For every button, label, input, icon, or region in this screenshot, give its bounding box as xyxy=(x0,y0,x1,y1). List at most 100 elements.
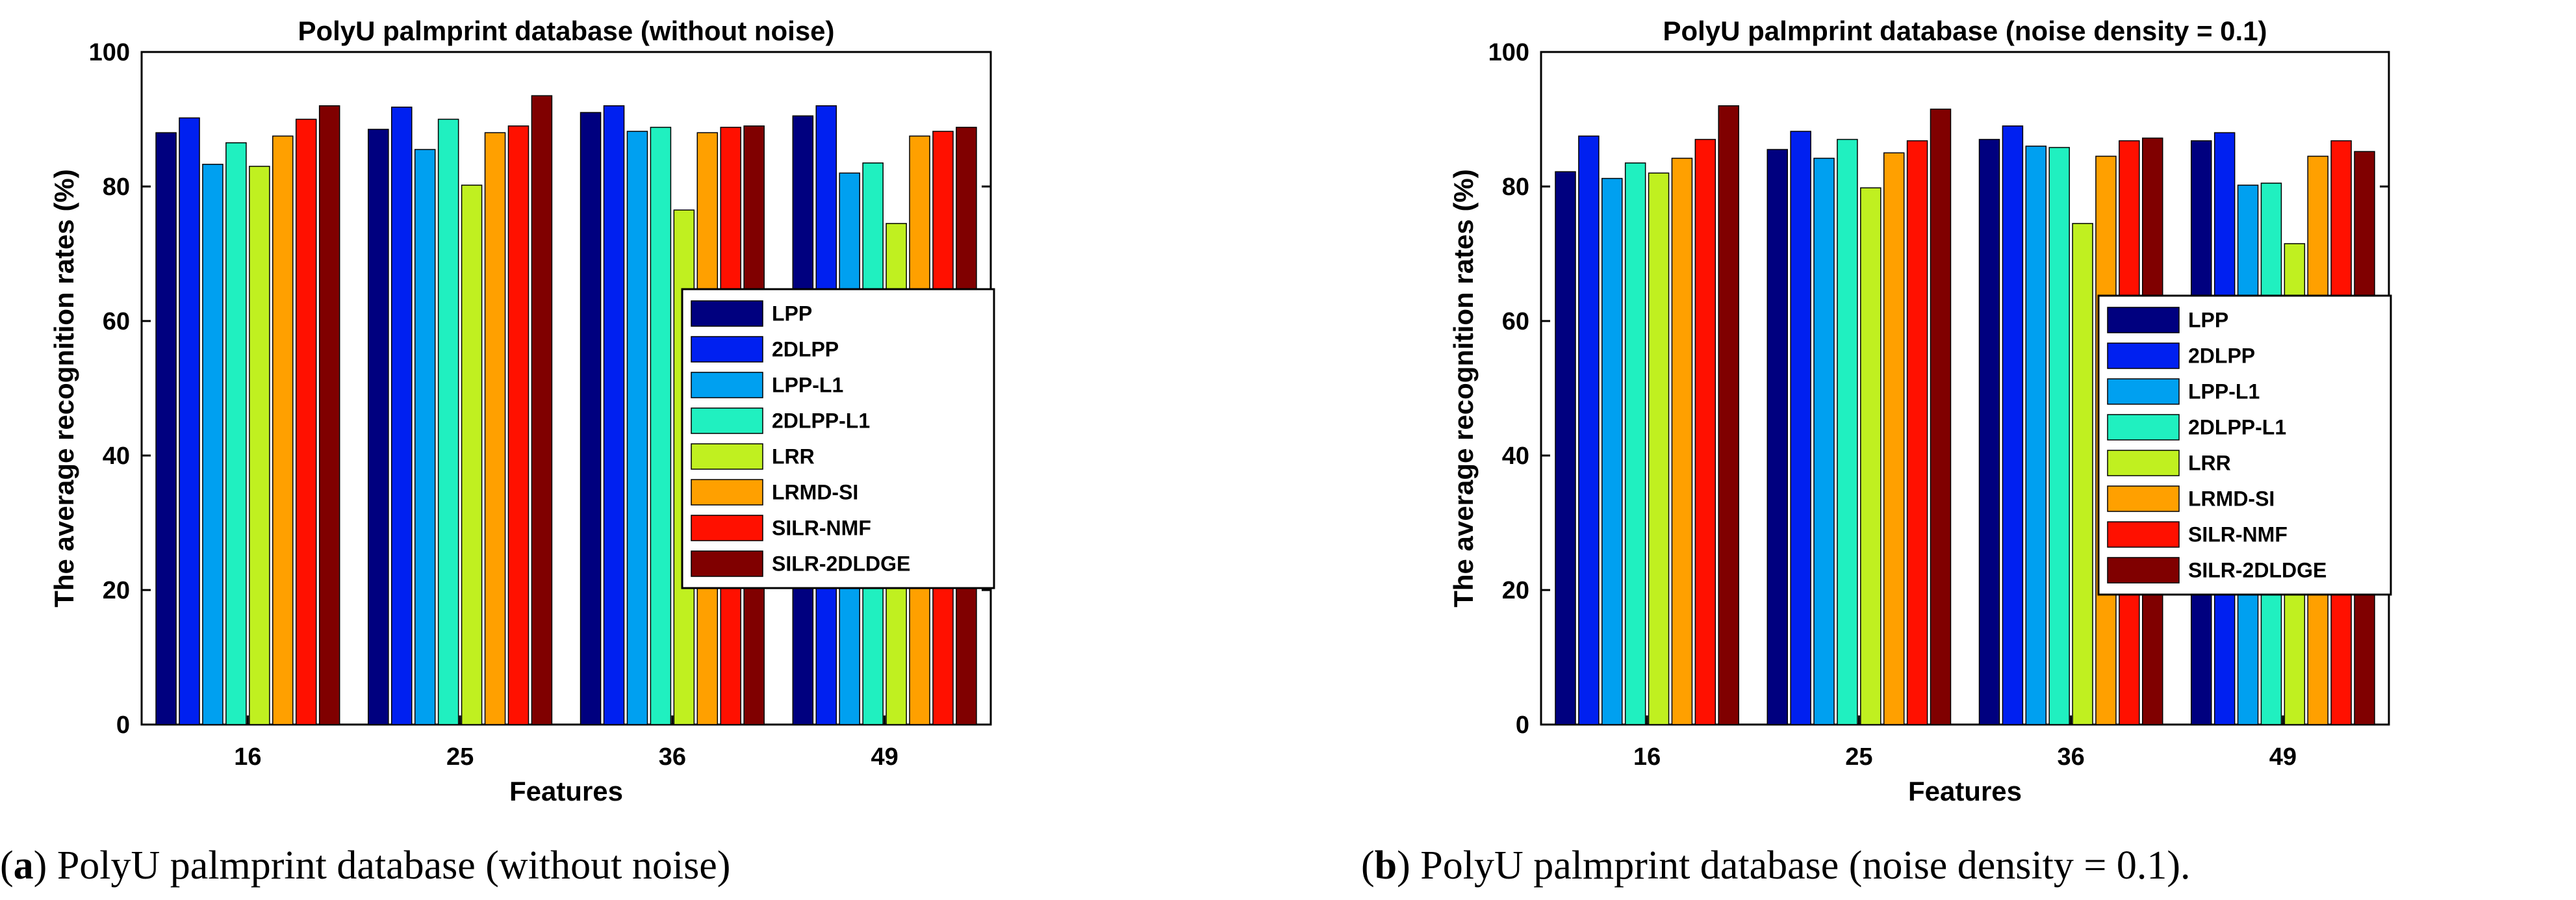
x-tick-label: 16 xyxy=(234,743,261,771)
legend-swatch xyxy=(691,407,763,434)
bar-lpp-l1-16 xyxy=(202,164,223,725)
y-tick-label: 100 xyxy=(89,39,130,66)
bar-silr-2dldge-25 xyxy=(531,95,553,725)
caption-a-open-paren: ( xyxy=(0,843,14,888)
bar-2dlpp-l1-36 xyxy=(2048,147,2070,725)
x-axis-label: Features xyxy=(1908,776,2022,806)
bar-2dlpp-l1-16 xyxy=(1624,162,1646,725)
x-tick-label: 25 xyxy=(1845,743,1872,771)
legend-swatch xyxy=(691,336,763,363)
legend-label: 2DLPP xyxy=(2188,344,2255,368)
caption-b-letter: b xyxy=(1375,843,1397,888)
chart-title: PolyU palmprint database (without noise) xyxy=(298,16,834,46)
bar-2dlpp-25 xyxy=(1790,131,1811,725)
legend-swatch xyxy=(2107,378,2180,405)
y-tick-label: 20 xyxy=(103,577,130,604)
bar-lrr-25 xyxy=(461,185,483,725)
bar-silr-nmf-16 xyxy=(295,118,317,725)
legend-label: LRMD-SI xyxy=(772,481,858,504)
legend-swatch xyxy=(691,550,763,577)
y-tick-label: 0 xyxy=(116,712,130,739)
legend-swatch xyxy=(2107,450,2180,476)
caption-a-letter: a xyxy=(14,843,34,888)
bar-silr-2dldge-25 xyxy=(1930,109,1952,725)
legend: LPP 2DLPP LPP-L1 2DLPP-L1 LRR LRMD-SI SILR-NMF… xyxy=(2097,294,2392,596)
bar-2dlpp-16 xyxy=(179,117,200,725)
bar-lpp-l1-36 xyxy=(2025,146,2047,725)
bar-silr-2dldge-16 xyxy=(1718,105,1739,725)
legend-label: SILR-2DLDGE xyxy=(2188,559,2327,582)
legend-swatch xyxy=(691,372,763,398)
bar-silr-nmf-25 xyxy=(1906,140,1928,725)
legend-label: LRMD-SI xyxy=(2188,487,2275,511)
bar-lpp-l1-25 xyxy=(414,149,436,725)
legend-swatch xyxy=(691,479,763,506)
legend-label: LPP xyxy=(772,302,812,326)
legend-swatch xyxy=(691,443,763,470)
chart-without-noise: PolyU palmprint database (without noise)… xyxy=(49,16,995,806)
legend-label: LPP-L1 xyxy=(772,374,843,397)
caption-a-close-paren: ) xyxy=(34,843,57,888)
legend-swatch xyxy=(2107,521,2180,548)
y-tick-label: 60 xyxy=(1502,308,1529,335)
bar-2dlpp-l1-25 xyxy=(1837,138,1858,725)
caption-b-open-paren: ( xyxy=(1361,843,1375,888)
x-tick-label: 49 xyxy=(2269,743,2297,771)
caption-b-text: PolyU palmprint database (noise density … xyxy=(1420,843,2190,888)
bar-2dlpp-l1-36 xyxy=(650,127,672,725)
bar-2dlpp-25 xyxy=(390,107,413,725)
y-tick-label: 0 xyxy=(1516,712,1529,739)
legend-label: SILR-NMF xyxy=(2188,523,2288,546)
legend-swatch xyxy=(2107,485,2180,512)
bar-2dlpp-l1-16 xyxy=(225,142,247,725)
bar-silr-2dldge-16 xyxy=(318,105,340,725)
caption-a: (a) PolyU palmprint database (without no… xyxy=(0,843,730,888)
bar-2dlpp-36 xyxy=(603,105,625,725)
chart-noise-density-0-1: PolyU palmprint database (noise density … xyxy=(1448,16,2392,806)
x-axis-label: Features xyxy=(509,776,623,806)
bar-silr-nmf-16 xyxy=(1694,138,1716,725)
legend-swatch xyxy=(2107,342,2180,369)
legend-label: LRR xyxy=(772,445,815,469)
caption-b-close-paren: ) xyxy=(1397,843,1420,888)
bar-lpp-l1-25 xyxy=(1813,157,1835,725)
legend-label: LPP-L1 xyxy=(2188,380,2260,404)
legend-label: 2DLPP xyxy=(772,338,839,361)
x-tick-label: 36 xyxy=(2057,743,2084,771)
bar-lpp-36 xyxy=(580,112,602,725)
bar-lpp-25 xyxy=(368,129,389,725)
y-tick-label: 80 xyxy=(1502,174,1529,201)
y-tick-label: 60 xyxy=(103,308,130,335)
legend-swatch xyxy=(2107,307,2180,333)
x-tick-label: 25 xyxy=(446,743,474,771)
y-tick-label: 40 xyxy=(1502,443,1529,470)
y-tick-label: 20 xyxy=(1502,577,1529,604)
legend-label: SILR-2DLDGE xyxy=(772,552,910,576)
caption-a-text: PolyU palmprint database (without noise) xyxy=(57,843,731,888)
bar-lrmd-si-25 xyxy=(1883,152,1905,725)
bar-lrmd-si-25 xyxy=(484,132,506,725)
caption-b: (b) PolyU palmprint database (noise dens… xyxy=(1361,843,2191,888)
bar-lpp-36 xyxy=(1978,138,2000,725)
legend-label: 2DLPP-L1 xyxy=(2188,416,2286,439)
y-tick-label: 40 xyxy=(103,443,130,470)
x-tick-label: 16 xyxy=(1633,743,1661,771)
bar-2dlpp-36 xyxy=(2002,125,2024,725)
bar-lpp-l1-16 xyxy=(1601,177,1623,725)
legend-box xyxy=(681,288,995,589)
legend-label: LPP xyxy=(2188,309,2228,332)
bar-lrr-16 xyxy=(1648,172,1670,725)
legend-swatch xyxy=(2107,414,2180,441)
legend-box xyxy=(2097,294,2392,596)
x-tick-label: 36 xyxy=(659,743,686,771)
bar-lrr-16 xyxy=(249,166,270,725)
y-axis-label: The average recognition rates (%) xyxy=(49,169,79,608)
chart-title: PolyU palmprint database (noise density … xyxy=(1663,16,2267,46)
legend-label: LRR xyxy=(2188,452,2231,475)
legend-swatch xyxy=(691,300,763,327)
bar-lpp-16 xyxy=(1555,171,1576,725)
legend-label: 2DLPP-L1 xyxy=(772,409,870,433)
y-tick-label: 80 xyxy=(103,174,130,201)
bar-lrmd-si-16 xyxy=(272,135,294,725)
